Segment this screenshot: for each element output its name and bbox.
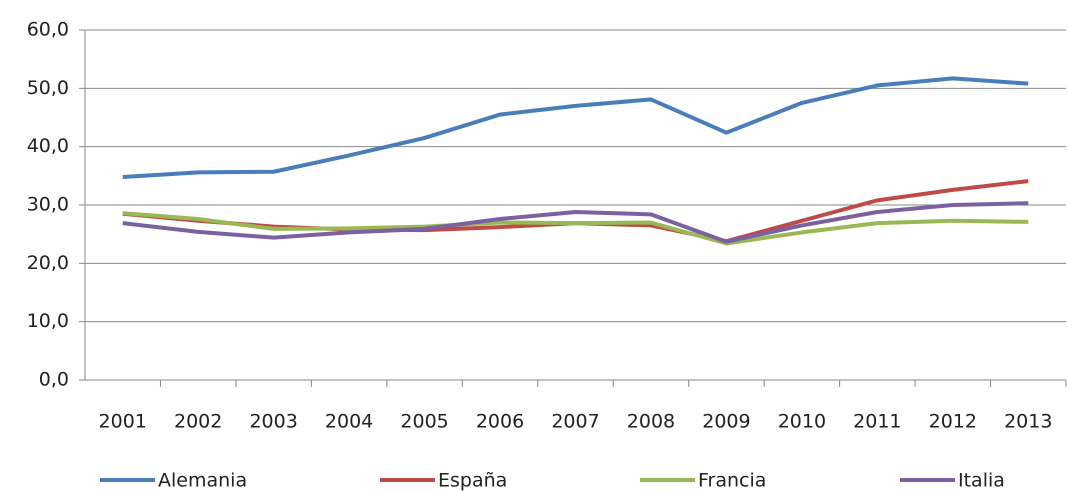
x-tick-label: 2003: [249, 411, 297, 433]
legend-label: España: [438, 470, 507, 491]
y-tick-label: 50,0: [27, 77, 69, 99]
x-tick-label: 2004: [325, 411, 373, 433]
x-tick-label: 2010: [778, 411, 826, 433]
x-tick-label: 2012: [929, 411, 977, 433]
legend-label: Alemania: [158, 470, 247, 491]
x-tick-label: 2013: [1004, 411, 1052, 433]
x-tick-label: 2002: [174, 411, 222, 433]
x-tick-label: 2001: [99, 411, 147, 433]
series-line: [122, 211, 1029, 246]
x-tick-label: 2007: [551, 411, 599, 433]
y-tick-label: 30,0: [27, 194, 69, 216]
x-tick-label: 2008: [627, 411, 675, 433]
legend-label: Francia: [698, 470, 766, 491]
x-tick-label: 2009: [702, 411, 750, 433]
y-tick-label: 0,0: [39, 369, 69, 391]
legend-label: Italia: [958, 470, 1005, 491]
y-tick-label: 40,0: [27, 135, 69, 157]
y-tick-label: 10,0: [27, 310, 69, 332]
series-line: [122, 76, 1029, 179]
y-tick-label: 20,0: [27, 252, 69, 274]
series-line: [122, 201, 1029, 244]
x-tick-label: 2006: [476, 411, 524, 433]
x-tick-label: 2005: [400, 411, 448, 433]
x-tick-label: 2011: [853, 411, 901, 433]
y-tick-label: 60,0: [27, 19, 69, 41]
